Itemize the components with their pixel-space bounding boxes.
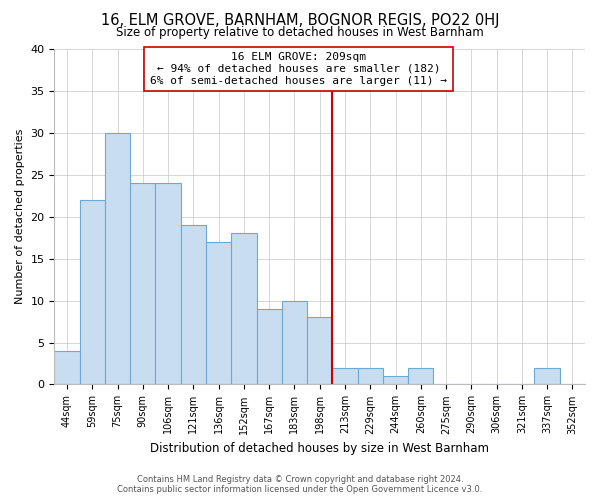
Bar xyxy=(206,242,231,384)
Bar xyxy=(535,368,560,384)
Bar xyxy=(358,368,383,384)
Bar xyxy=(105,133,130,384)
X-axis label: Distribution of detached houses by size in West Barnham: Distribution of detached houses by size … xyxy=(150,442,489,455)
Text: 16 ELM GROVE: 209sqm
← 94% of detached houses are smaller (182)
6% of semi-detac: 16 ELM GROVE: 209sqm ← 94% of detached h… xyxy=(150,52,447,86)
Bar xyxy=(332,368,358,384)
Bar xyxy=(181,225,206,384)
Bar xyxy=(408,368,433,384)
Bar xyxy=(80,200,105,384)
Bar xyxy=(155,183,181,384)
Y-axis label: Number of detached properties: Number of detached properties xyxy=(15,129,25,304)
Bar xyxy=(55,351,80,384)
Bar xyxy=(383,376,408,384)
Bar xyxy=(231,234,257,384)
Text: 16, ELM GROVE, BARNHAM, BOGNOR REGIS, PO22 0HJ: 16, ELM GROVE, BARNHAM, BOGNOR REGIS, PO… xyxy=(101,12,499,28)
Bar xyxy=(307,318,332,384)
Text: Size of property relative to detached houses in West Barnham: Size of property relative to detached ho… xyxy=(116,26,484,39)
Bar xyxy=(282,300,307,384)
Bar xyxy=(257,309,282,384)
Bar xyxy=(130,183,155,384)
Text: Contains HM Land Registry data © Crown copyright and database right 2024.
Contai: Contains HM Land Registry data © Crown c… xyxy=(118,474,482,494)
